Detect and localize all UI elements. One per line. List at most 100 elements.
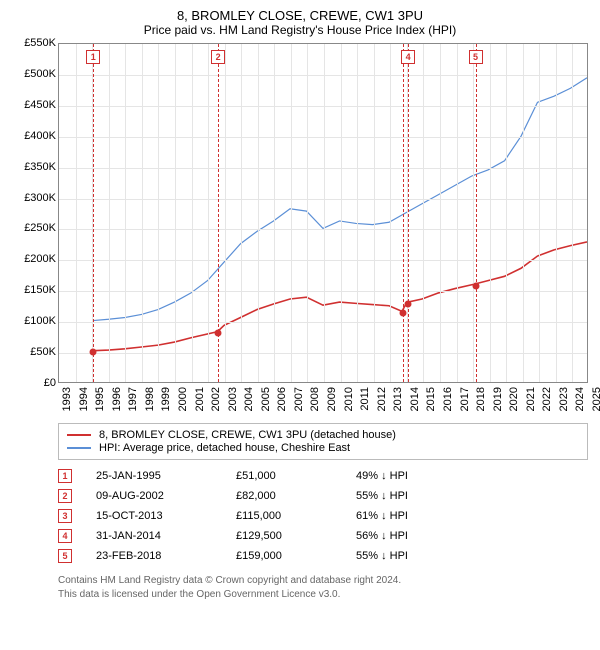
x-tick-label: 1998 <box>144 387 156 411</box>
grid-line <box>241 44 242 382</box>
sales-row-hpi: 49% ↓ HPI <box>356 470 466 482</box>
grid-line <box>175 44 176 382</box>
sale-point-dot <box>215 330 222 337</box>
sales-row-date: 09-AUG-2002 <box>96 490 236 502</box>
x-tick-label: 2004 <box>243 387 255 411</box>
sales-row-hpi: 56% ↓ HPI <box>356 530 466 542</box>
sale-marker-line <box>403 44 404 382</box>
chart-lines <box>59 44 587 382</box>
grid-line <box>473 44 474 382</box>
grid-line <box>142 44 143 382</box>
sales-table: 125-JAN-1995£51,00049% ↓ HPI 2 09-AUG-2002… <box>58 466 588 566</box>
chart-subtitle: Price paid vs. HM Land Registry's House … <box>12 23 588 37</box>
grid-line <box>125 44 126 382</box>
sales-row-hpi: 55% ↓ HPI <box>356 490 466 502</box>
y-tick-label: £150K <box>12 284 56 296</box>
x-tick-label: 2001 <box>194 387 206 411</box>
x-tick-label: 2018 <box>475 387 487 411</box>
chart: £0£50K£100K£150K£200K£250K£300K£350K£400… <box>12 43 588 413</box>
grid-line <box>324 44 325 382</box>
grid-line <box>291 44 292 382</box>
y-tick-label: £450K <box>12 99 56 111</box>
x-tick-label: 2017 <box>459 387 471 411</box>
sale-marker-line <box>476 44 477 382</box>
grid-line <box>506 44 507 382</box>
x-tick-label: 2024 <box>574 387 586 411</box>
y-tick-label: £350K <box>12 161 56 173</box>
x-tick-label: 2013 <box>392 387 404 411</box>
footnote-line2: This data is licensed under the Open Gov… <box>58 588 588 602</box>
sale-marker-line <box>93 44 94 382</box>
footnote: Contains HM Land Registry data © Crown c… <box>58 574 588 602</box>
sales-row-date: 31-JAN-2014 <box>96 530 236 542</box>
sale-point-dot <box>472 282 479 289</box>
footnote-line1: Contains HM Land Registry data © Crown c… <box>58 574 588 588</box>
grid-line <box>59 291 587 292</box>
grid-line <box>59 199 587 200</box>
sale-marker-badge: 1 <box>86 50 100 64</box>
x-tick-label: 2003 <box>227 387 239 411</box>
x-tick-label: 2007 <box>293 387 305 411</box>
x-tick-label: 2002 <box>210 387 222 411</box>
x-tick-label: 2012 <box>376 387 388 411</box>
sales-row-hpi: 55% ↓ HPI <box>356 550 466 562</box>
grid-line <box>158 44 159 382</box>
legend-swatch <box>67 434 91 436</box>
x-tick-label: 2022 <box>541 387 553 411</box>
grid-line <box>59 353 587 354</box>
sales-row-badge: 2 <box>58 489 72 503</box>
chart-title: 8, BROMLEY CLOSE, CREWE, CW1 3PU <box>12 8 588 23</box>
x-tick-label: 2023 <box>558 387 570 411</box>
grid-line <box>258 44 259 382</box>
sales-row-badge: 3 <box>58 509 72 523</box>
grid-line <box>59 106 587 107</box>
sale-marker-badge: 4 <box>401 50 415 64</box>
grid-line <box>59 137 587 138</box>
grid-line <box>307 44 308 382</box>
grid-line <box>556 44 557 382</box>
y-tick-label: £250K <box>12 222 56 234</box>
grid-line <box>523 44 524 382</box>
x-tick-label: 2010 <box>343 387 355 411</box>
x-tick-label: 1994 <box>78 387 90 411</box>
sales-row: 125-JAN-1995£51,00049% ↓ HPI <box>58 466 588 486</box>
grid-line <box>572 44 573 382</box>
y-tick-label: £100K <box>12 315 56 327</box>
grid-line <box>59 260 587 261</box>
legend-item: HPI: Average price, detached house, Ches… <box>67 442 579 454</box>
sales-row-price: £82,000 <box>236 490 356 502</box>
sale-marker-badge: 2 <box>211 50 225 64</box>
grid-line <box>374 44 375 382</box>
sales-row: 3 15-OCT-2013£115,00061% ↓ HPI <box>58 506 588 526</box>
grid-line <box>192 44 193 382</box>
grid-line <box>59 229 587 230</box>
x-axis: 1993199419951996199719981999200020012002… <box>58 383 588 413</box>
grid-line <box>208 44 209 382</box>
x-tick-label: 1999 <box>160 387 172 411</box>
x-tick-label: 2011 <box>359 387 371 411</box>
grid-line <box>490 44 491 382</box>
x-tick-label: 1997 <box>127 387 139 411</box>
legend-swatch <box>67 447 91 449</box>
y-tick-label: £50K <box>12 346 56 358</box>
sales-row-price: £51,000 <box>236 470 356 482</box>
x-tick-label: 2016 <box>442 387 454 411</box>
sales-row-price: £115,000 <box>236 510 356 522</box>
x-tick-label: 2006 <box>276 387 288 411</box>
sales-row-price: £129,500 <box>236 530 356 542</box>
sales-row-badge: 5 <box>58 549 72 563</box>
sales-row-hpi: 61% ↓ HPI <box>356 510 466 522</box>
x-tick-label: 1995 <box>94 387 106 411</box>
grid-line <box>341 44 342 382</box>
sales-row-date: 15-OCT-2013 <box>96 510 236 522</box>
sales-row: 523-FEB-2018£159,00055% ↓ HPI <box>58 546 588 566</box>
grid-line <box>274 44 275 382</box>
x-tick-label: 2019 <box>492 387 504 411</box>
x-tick-label: 2009 <box>326 387 338 411</box>
grid-line <box>109 44 110 382</box>
x-tick-label: 2014 <box>409 387 421 411</box>
sales-row: 2 09-AUG-2002£82,00055% ↓ HPI <box>58 486 588 506</box>
x-tick-label: 2015 <box>425 387 437 411</box>
grid-line <box>539 44 540 382</box>
legend: 8, BROMLEY CLOSE, CREWE, CW1 3PU (detach… <box>58 423 588 460</box>
